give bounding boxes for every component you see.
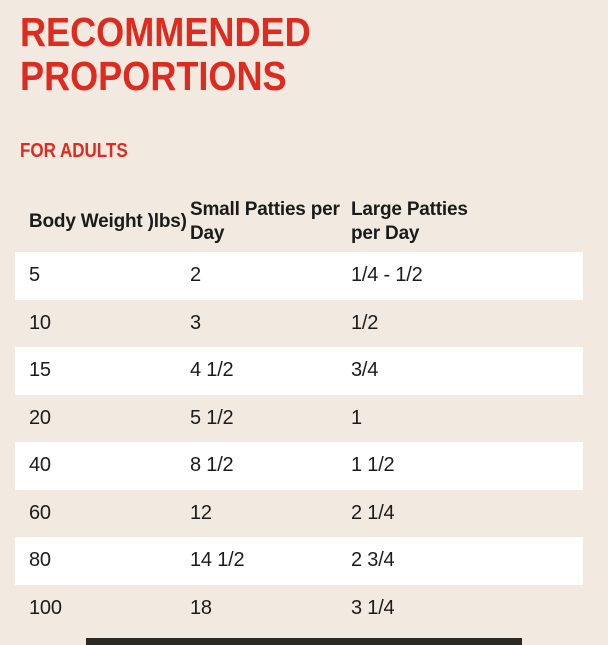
table-row: 80 14 1/2 2 3/4 [15,537,583,585]
page-title: RECOMMENDED PROPORTIONS [20,10,350,98]
cell-body-weight: 20 [29,406,51,429]
cell-small-patties: 12 [190,501,212,524]
cell-large-patties: 1/4 - 1/2 [351,264,423,287]
table-row: 10 3 1/2 [15,300,583,348]
table-row: 100 18 3 1/4 [15,585,583,633]
section-subtitle-text: FOR ADULTS [20,140,128,162]
table-row: 40 8 1/2 1 1/2 [15,442,583,490]
column-header-body-weight: Body Weight )lbs) [29,211,187,232]
cell-body-weight: 15 [29,359,51,382]
next-section-edge [86,638,522,645]
cell-body-weight: 80 [29,549,51,572]
cell-large-patties: 1 1/2 [351,454,395,477]
cell-small-patties: 14 1/2 [190,549,245,572]
proportions-table: Body Weight )lbs) Small Patties per Day … [15,192,583,632]
section-subtitle: FOR ADULTS [20,140,147,162]
table-row: 15 4 1/2 3/4 [15,347,583,395]
cell-body-weight: 5 [29,264,40,287]
cell-large-patties: 3 1/4 [351,596,395,619]
page-title-line-1: RECOMMENDED [20,9,311,55]
cell-large-patties: 2 1/4 [351,501,395,524]
cell-large-patties: 1/2 [351,311,379,334]
table-header-row: Body Weight )lbs) Small Patties per Day … [15,192,583,252]
cell-body-weight: 100 [29,596,62,619]
cell-small-patties: 2 [190,264,201,287]
cell-body-weight: 10 [29,311,51,334]
cell-small-patties: 8 1/2 [190,454,234,477]
table-row: 20 5 1/2 1 [15,395,583,443]
table-row: 60 12 2 1/4 [15,490,583,538]
table-row: 5 2 1/4 - 1/2 [15,252,583,300]
cell-small-patties: 5 1/2 [190,406,234,429]
cell-small-patties: 3 [190,311,201,334]
column-header-small-patties: Small Patties per Day [190,199,340,244]
cell-large-patties: 1 [351,406,362,429]
cell-large-patties: 2 3/4 [351,549,395,572]
page-title-line-2: PROPORTIONS [20,53,287,99]
table-body: 5 2 1/4 - 1/2 10 3 1/2 15 4 1/2 3/4 20 5 1/2 1 40 8 1… [15,252,583,632]
cell-large-patties: 3/4 [351,359,379,382]
cell-small-patties: 18 [190,596,212,619]
cell-body-weight: 60 [29,501,51,524]
cell-small-patties: 4 1/2 [190,359,234,382]
cell-body-weight: 40 [29,454,51,477]
column-header-large-patties: Large Patties per Day [351,199,468,244]
